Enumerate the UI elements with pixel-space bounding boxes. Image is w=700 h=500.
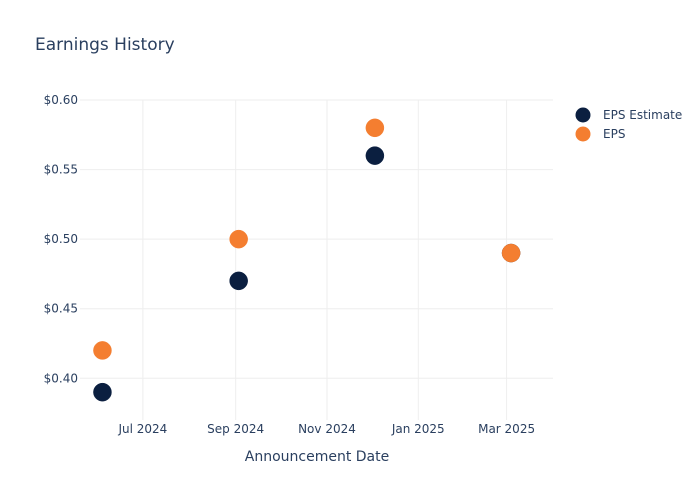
legend-item-eps-estimate[interactable]: EPS Estimate <box>575 107 683 123</box>
eps-point[interactable] <box>93 341 112 360</box>
y-tick-label: $0.55 <box>44 163 78 177</box>
x-axis-title: Announcement Date <box>245 449 389 465</box>
legend-label: EPS <box>603 127 625 141</box>
point-layer <box>93 118 521 402</box>
eps-estimate-point[interactable] <box>365 146 385 165</box>
x-tick-label: Sep 2024 <box>207 422 264 436</box>
y-tick-label: $0.60 <box>44 93 78 107</box>
legend-item-eps[interactable]: EPS <box>575 126 626 142</box>
eps-point[interactable] <box>501 243 521 263</box>
y-tick-label: $0.40 <box>44 371 78 385</box>
eps-estimate-point[interactable] <box>229 271 248 291</box>
x-tick-label: Mar 2025 <box>478 422 535 436</box>
tick-layer: $0.40 $0.45 $0.50 $0.55 $0.60 Jul 2024 Sep 202… <box>44 93 535 436</box>
chart-title: Earnings History <box>35 35 175 55</box>
legend-label: EPS Estimate <box>603 108 682 122</box>
y-tick-label: $0.45 <box>44 302 78 316</box>
legend-marker <box>575 107 591 123</box>
eps-point[interactable] <box>229 229 248 249</box>
y-tick-label: $0.50 <box>44 232 78 246</box>
grid-layer <box>80 99 553 420</box>
x-tick-label: Nov 2024 <box>298 422 356 436</box>
eps-estimate-point[interactable] <box>93 382 112 402</box>
eps-point[interactable] <box>365 118 385 138</box>
legend-marker <box>575 126 591 142</box>
legend[interactable]: EPS Estimate EPS <box>575 107 683 142</box>
x-tick-label: Jan 2025 <box>391 422 445 436</box>
x-tick-label: Jul 2024 <box>117 422 167 436</box>
